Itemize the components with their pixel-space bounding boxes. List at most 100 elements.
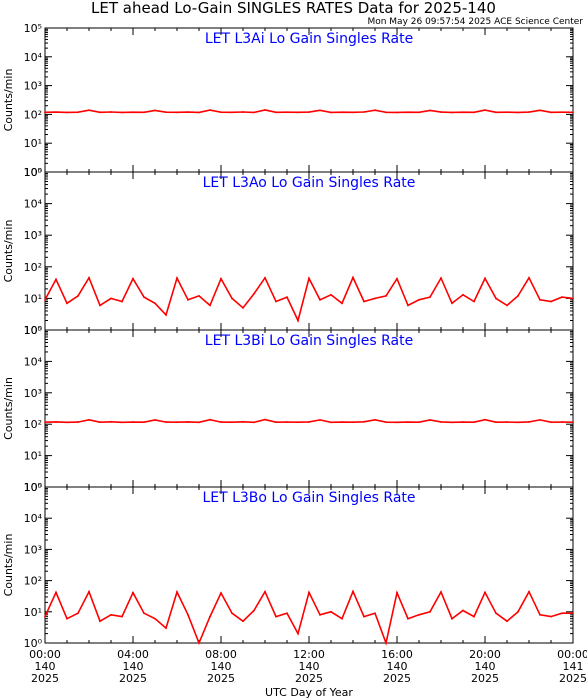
data-point [209, 418, 211, 421]
y-tick-label: 10¹ [24, 137, 42, 150]
data-point [396, 277, 398, 280]
y-tick-label: 10⁰ [24, 166, 43, 179]
data-point [132, 277, 134, 280]
data-point [242, 620, 244, 623]
y-tick-label: 10² [24, 108, 42, 121]
data-point [154, 617, 156, 620]
data-point [297, 319, 299, 322]
data-point [231, 612, 233, 615]
data-point [110, 297, 112, 300]
data-point [440, 277, 442, 279]
data-point [176, 591, 178, 593]
data-point [517, 421, 519, 424]
x-tick-label-time: 08:00 [205, 648, 237, 661]
data-point [451, 421, 453, 424]
data-point [77, 612, 79, 615]
x-tick-label-doy: 140 [299, 660, 320, 673]
data-point [165, 314, 167, 316]
data-point [352, 421, 354, 424]
data-point [473, 111, 475, 114]
data-point [55, 421, 57, 423]
y-axis-title: Counts/min [2, 534, 15, 597]
data-point [352, 590, 354, 593]
data-point [165, 421, 167, 423]
data-point [506, 111, 508, 114]
data-point [550, 421, 552, 424]
data-point [253, 421, 255, 424]
x-axis-title: UTC Day of Year [265, 686, 353, 699]
data-point [209, 109, 211, 112]
data-point [286, 612, 288, 615]
data-point [176, 111, 178, 114]
y-tick-label: 10⁴ [24, 51, 43, 64]
data-point [462, 293, 464, 296]
data-point [550, 111, 552, 114]
data-point [528, 111, 530, 114]
data-point [550, 615, 552, 618]
data-point [77, 111, 79, 114]
data-point [286, 111, 288, 114]
data-point [385, 111, 387, 114]
data-point [143, 296, 145, 298]
data-point [528, 276, 530, 279]
data-point [44, 615, 46, 618]
y-tick-label: 10¹ [24, 450, 42, 463]
data-point [198, 111, 200, 114]
data-point [297, 421, 299, 424]
data-point [77, 421, 79, 423]
data-point [374, 109, 376, 112]
data-point [495, 297, 497, 300]
data-point [176, 421, 178, 424]
data-point [110, 111, 112, 113]
data-point [484, 591, 486, 594]
data-point [308, 277, 310, 280]
data-point [374, 297, 376, 300]
data-point [275, 111, 277, 114]
x-tick-label-year: 2025 [207, 672, 235, 685]
y-tick-label: 10⁴ [24, 512, 43, 525]
data-point [363, 111, 365, 113]
data-point [484, 277, 486, 280]
data-point [99, 620, 101, 623]
y-tick-label: 10⁰ [24, 324, 43, 337]
x-tick-label-time: 16:00 [381, 648, 413, 661]
data-point [77, 294, 79, 297]
data-point [99, 421, 101, 424]
data-point [341, 617, 343, 620]
data-point [385, 421, 387, 424]
y-tick-label: 10² [24, 261, 42, 274]
data-point [110, 420, 112, 423]
data-point [407, 617, 409, 620]
data-point [121, 615, 123, 618]
data-point [451, 111, 453, 114]
x-tick-label-doy: 140 [475, 660, 496, 673]
data-point [429, 419, 431, 421]
data-point [330, 421, 332, 424]
data-point [99, 304, 101, 307]
x-tick-label-year: 2025 [471, 672, 499, 685]
data-point [220, 421, 222, 423]
data-point [407, 421, 409, 423]
data-point [165, 627, 167, 630]
data-point [55, 591, 57, 594]
data-point [55, 278, 57, 281]
panel-title: LET L3Bi Lo Gain Singles Rate [205, 333, 413, 349]
data-point [209, 615, 211, 618]
data-point [495, 612, 497, 615]
data-point [506, 620, 508, 623]
x-tick-label-year: 2025 [119, 672, 147, 685]
data-point [418, 111, 420, 114]
data-point [396, 591, 398, 594]
data-point [561, 421, 563, 423]
data-point [440, 111, 442, 114]
data-point [462, 609, 464, 612]
data-point [429, 296, 431, 298]
data-point [319, 613, 321, 616]
page-title: LET ahead Lo-Gain SINGLES RATES Data for… [91, 0, 496, 17]
data-point [374, 418, 376, 421]
data-point [517, 610, 519, 613]
data-point [484, 109, 486, 112]
x-tick-label-time: 04:00 [117, 648, 149, 661]
data-point [132, 591, 134, 594]
data-point [253, 292, 255, 295]
